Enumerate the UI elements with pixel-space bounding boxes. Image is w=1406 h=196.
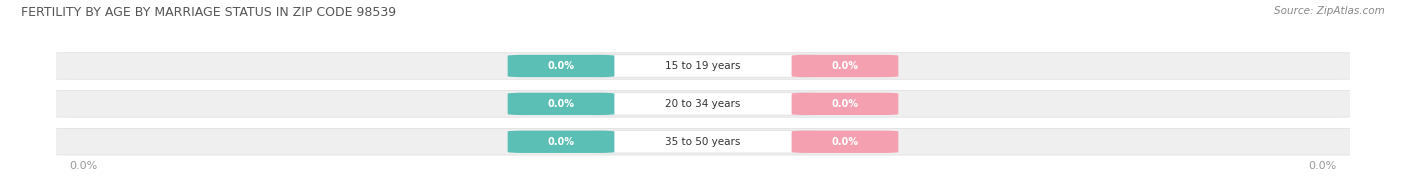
Text: Source: ZipAtlas.com: Source: ZipAtlas.com	[1274, 6, 1385, 16]
FancyBboxPatch shape	[44, 53, 1362, 79]
Text: 0.0%: 0.0%	[547, 61, 575, 71]
FancyBboxPatch shape	[508, 131, 614, 153]
FancyBboxPatch shape	[591, 93, 817, 115]
FancyBboxPatch shape	[44, 91, 1362, 117]
FancyBboxPatch shape	[591, 55, 817, 77]
FancyBboxPatch shape	[508, 55, 614, 77]
FancyBboxPatch shape	[792, 55, 898, 77]
Text: 0.0%: 0.0%	[547, 99, 575, 109]
FancyBboxPatch shape	[508, 93, 614, 115]
Text: 0.0%: 0.0%	[831, 137, 859, 147]
Text: 15 to 19 years: 15 to 19 years	[665, 61, 741, 71]
FancyBboxPatch shape	[792, 131, 898, 153]
Text: 35 to 50 years: 35 to 50 years	[665, 137, 741, 147]
FancyBboxPatch shape	[591, 131, 817, 153]
Text: 0.0%: 0.0%	[1309, 161, 1337, 171]
Text: 20 to 34 years: 20 to 34 years	[665, 99, 741, 109]
FancyBboxPatch shape	[792, 93, 898, 115]
Text: 0.0%: 0.0%	[69, 161, 97, 171]
FancyBboxPatch shape	[44, 129, 1362, 155]
Text: 0.0%: 0.0%	[831, 61, 859, 71]
Text: 0.0%: 0.0%	[547, 137, 575, 147]
Text: 0.0%: 0.0%	[831, 99, 859, 109]
Text: FERTILITY BY AGE BY MARRIAGE STATUS IN ZIP CODE 98539: FERTILITY BY AGE BY MARRIAGE STATUS IN Z…	[21, 6, 396, 19]
